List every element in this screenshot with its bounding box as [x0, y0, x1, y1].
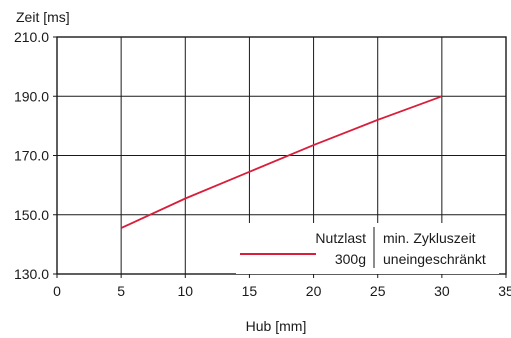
series-layer [120, 95, 443, 229]
x-tick-label: 20 [306, 283, 322, 299]
x-tick-label: 0 [53, 283, 61, 299]
legend-box [236, 223, 499, 274]
x-tick-label: 30 [434, 283, 450, 299]
legend-header-left: Nutzlast [315, 230, 366, 246]
y-tick-label: 190.0 [14, 88, 49, 104]
y-tick-label: 210.0 [14, 29, 49, 45]
y-axis-label: Zeit [ms] [16, 9, 70, 25]
y-axis: 130.0 150.0 170.0 190.0 210.0 [14, 29, 57, 282]
x-axis-label: Hub [mm] [246, 318, 307, 334]
x-tick-label: 35 [498, 283, 511, 299]
x-tick-label: 15 [242, 283, 258, 299]
legend-value: uneingeschränkt [383, 251, 486, 267]
x-tick-label: 5 [117, 283, 125, 299]
x-tick-label: 10 [177, 283, 193, 299]
legend-header-right: min. Zykluszeit [383, 230, 476, 246]
series-line [120, 95, 443, 229]
grid [57, 37, 506, 274]
y-tick-label: 150.0 [14, 207, 49, 223]
y-tick-label: 170.0 [14, 148, 49, 164]
x-tick-label: 25 [370, 283, 386, 299]
legend-series-label: 300g [335, 251, 366, 267]
legend: Nutzlast 300g min. Zykluszeit uneingesch… [236, 223, 499, 274]
x-axis: 0 5 10 15 20 25 30 35 [53, 274, 511, 299]
y-tick-label: 130.0 [14, 266, 49, 282]
